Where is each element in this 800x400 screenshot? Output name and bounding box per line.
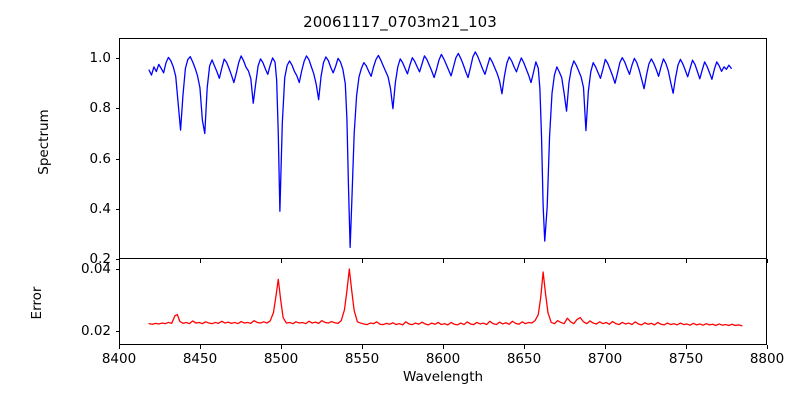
error-y-tick-mark bbox=[115, 268, 119, 270]
spectrum-y-tick-mark bbox=[115, 259, 119, 261]
error-y-tick-label: 0.02 bbox=[80, 323, 111, 340]
x-tick-label: 8750 bbox=[668, 351, 704, 367]
x-tick-label: 8650 bbox=[506, 351, 542, 367]
error-axes bbox=[119, 258, 767, 345]
spectrum-y-tick-label: 0.6 bbox=[89, 150, 111, 167]
spectrum-x-tick-mark bbox=[119, 259, 121, 263]
error-line bbox=[148, 268, 743, 327]
x-axis-label: Wavelength bbox=[402, 369, 484, 385]
x-tick-label: 8550 bbox=[344, 351, 380, 367]
spectrum-x-tick-mark bbox=[281, 259, 283, 263]
spectrum-y-tick-mark bbox=[115, 208, 119, 210]
spectrum-x-tick-mark bbox=[362, 259, 364, 263]
x-tick-label: 8450 bbox=[182, 351, 218, 367]
error-x-tick-mark bbox=[605, 345, 607, 349]
spectrum-x-tick-mark bbox=[605, 259, 607, 263]
error-x-tick-mark bbox=[281, 345, 283, 349]
error-x-tick-mark bbox=[443, 345, 445, 349]
spectrum-x-tick-mark bbox=[524, 259, 526, 263]
spectrum-y-tick-mark bbox=[115, 58, 119, 60]
spectrum-y-tick-label: 0.2 bbox=[89, 251, 111, 267]
page-title: 20061117_0703m21_103 bbox=[303, 13, 497, 31]
error-y-tick-mark bbox=[115, 331, 119, 333]
error-plot-area bbox=[148, 268, 743, 327]
x-tick-label: 8600 bbox=[425, 351, 461, 367]
error-x-tick-mark bbox=[119, 345, 121, 349]
x-tick-label: 8500 bbox=[263, 351, 299, 367]
spectrum-y-tick-label: 0.4 bbox=[89, 200, 111, 217]
error-x-tick-mark bbox=[686, 345, 688, 349]
x-tick-label: 8800 bbox=[749, 351, 785, 367]
spectrum-x-tick-mark bbox=[686, 259, 688, 263]
spectrum-y-tick-mark bbox=[115, 158, 119, 160]
spectrum-line bbox=[148, 51, 732, 248]
error-x-tick-mark bbox=[362, 345, 364, 349]
error-x-tick-mark bbox=[200, 345, 202, 349]
spectrum-x-tick-mark bbox=[443, 259, 445, 263]
spectrum-y-tick-label: 1.0 bbox=[89, 50, 111, 67]
spectrum-x-tick-mark bbox=[767, 259, 769, 263]
x-tick-label: 8400 bbox=[101, 351, 137, 367]
spectrum-x-tick-mark bbox=[200, 259, 202, 263]
x-tick-label: 8700 bbox=[587, 351, 623, 367]
spectrum-plot-area bbox=[148, 51, 732, 248]
spectrum-y-tick-label: 0.8 bbox=[89, 100, 111, 117]
error-x-tick-mark bbox=[524, 345, 526, 349]
spectrum-axes bbox=[119, 38, 767, 259]
error-x-tick-mark bbox=[767, 345, 769, 349]
spectrum-y-tick-mark bbox=[115, 108, 119, 110]
error-y-tick-label: 0.04 bbox=[80, 260, 111, 277]
